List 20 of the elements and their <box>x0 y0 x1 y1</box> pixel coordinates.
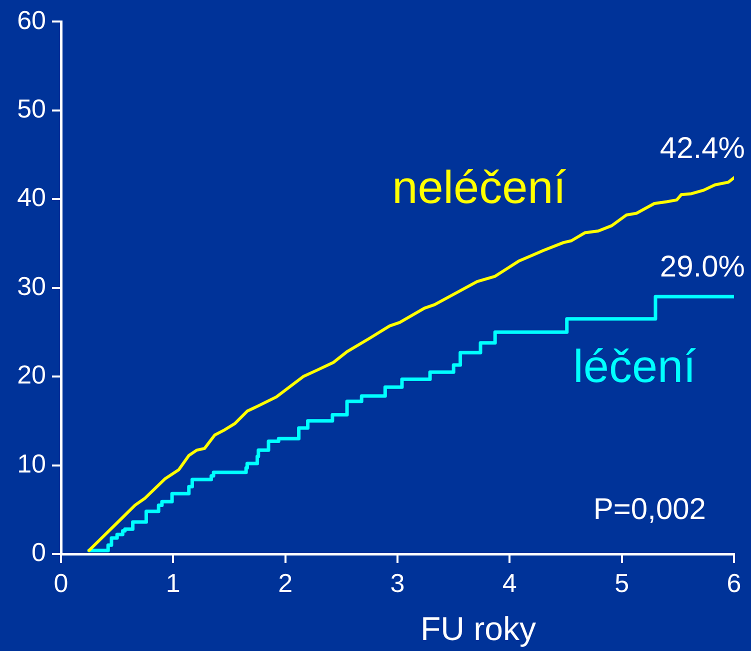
annotation: 42.4% <box>660 132 745 165</box>
x-tick-label: 1 <box>166 568 180 598</box>
y-tick-label: 20 <box>17 360 46 390</box>
series-label: neléčení <box>392 161 566 214</box>
x-tick-label: 3 <box>390 568 405 598</box>
y-tick-label: 10 <box>17 448 46 478</box>
x-tick-label: 2 <box>278 568 293 598</box>
x-tick-label: 4 <box>502 568 517 598</box>
x-tick-label: 6 <box>726 568 742 598</box>
x-tick-label: 5 <box>614 568 630 598</box>
y-tick-label: 0 <box>32 537 46 568</box>
y-tick-label: 30 <box>17 270 46 301</box>
annotation: P=0,002 <box>593 493 706 526</box>
series-label: léčení <box>573 340 696 392</box>
x-axis-title: FU roky <box>420 610 537 647</box>
y-tick-label: 60 <box>17 4 46 35</box>
y-tick-label: 50 <box>17 94 46 124</box>
x-tick-label: 0 <box>54 568 68 598</box>
annotation: 29.0% <box>660 250 745 284</box>
y-tick-label: 40 <box>17 182 46 212</box>
